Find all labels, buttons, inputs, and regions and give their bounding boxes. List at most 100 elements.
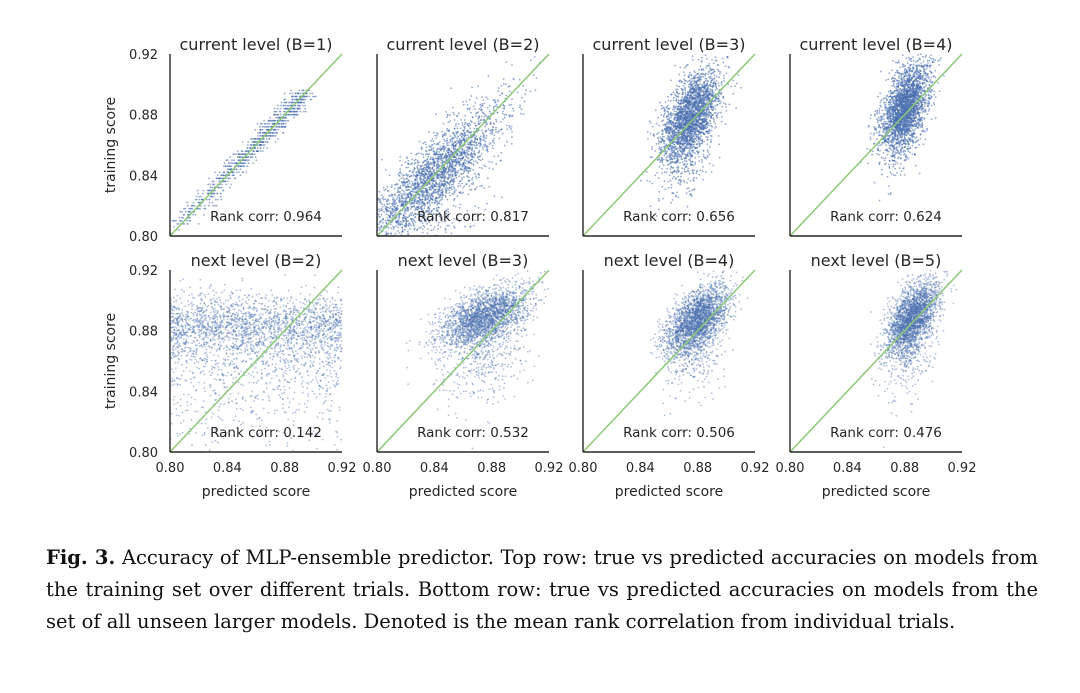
data-point: [249, 153, 251, 156]
data-point: [259, 144, 262, 146]
data-point: [709, 81, 712, 83]
rank-corr-label: Rank corr: 0.964: [210, 209, 322, 225]
data-point: [201, 198, 204, 201]
data-point: [227, 177, 230, 180]
data-point: [455, 131, 457, 134]
data-point: [428, 149, 431, 152]
data-point: [481, 167, 483, 170]
data-point: [458, 160, 460, 163]
data-point: [511, 115, 513, 118]
data-point: [442, 145, 444, 148]
data-point: [713, 127, 716, 129]
data-point: [440, 180, 442, 183]
data-point: [469, 146, 471, 149]
data-point: [662, 119, 665, 122]
data-point: [424, 143, 427, 146]
data-point: [486, 147, 489, 150]
data-point: [313, 95, 316, 98]
y-tick-label: 0.88: [129, 109, 158, 124]
data-point: [315, 95, 317, 98]
data-point: [675, 194, 678, 197]
data-point: [179, 210, 182, 213]
data-point: [440, 199, 442, 201]
data-point: [698, 138, 701, 141]
data-point: [192, 201, 195, 204]
data-point: [405, 166, 408, 169]
data-point: [426, 162, 429, 165]
data-point: [730, 85, 732, 88]
data-point: [505, 113, 508, 116]
data-point: [711, 69, 713, 72]
data-point: [441, 130, 444, 133]
data-point: [289, 92, 291, 95]
data-point: [186, 201, 189, 204]
data-point: [467, 125, 470, 128]
data-point: [413, 219, 415, 222]
data-point: [231, 174, 234, 177]
data-point: [441, 154, 443, 157]
data-point: [420, 201, 423, 204]
data-point: [420, 178, 422, 181]
data-point: [462, 137, 465, 140]
data-point: [667, 96, 669, 98]
data-point: [706, 138, 709, 141]
data-point: [242, 162, 245, 165]
data-point: [707, 156, 709, 159]
data-point: [406, 189, 409, 192]
data-point: [497, 131, 499, 134]
data-point: [722, 61, 725, 64]
data-point: [398, 174, 400, 177]
data-point: [710, 129, 713, 132]
data-point: [508, 124, 511, 127]
data-point: [402, 193, 405, 196]
data-point: [699, 169, 702, 172]
data-point: [416, 228, 419, 231]
data-point: [225, 183, 228, 186]
data-point: [393, 187, 396, 190]
data-point: [438, 200, 441, 202]
data-point: [242, 165, 245, 168]
data-point: [176, 223, 179, 225]
data-point: [678, 73, 680, 76]
data-point: [691, 132, 694, 135]
data-point: [464, 158, 467, 161]
data-point: [257, 150, 260, 153]
data-point: [486, 97, 489, 100]
data-point: [428, 201, 431, 204]
data-point: [420, 146, 423, 148]
data-point: [189, 207, 192, 210]
data-point: [670, 165, 672, 168]
data-point: [406, 230, 409, 233]
data-point: [173, 226, 175, 228]
data-point: [416, 152, 418, 155]
data-point: [262, 144, 265, 146]
data-point: [424, 187, 427, 190]
data-point: [206, 198, 208, 201]
data-point: [387, 219, 390, 222]
data-point: [291, 101, 294, 104]
data-point: [402, 177, 405, 179]
data-point: [481, 146, 484, 149]
data-point: [430, 147, 433, 149]
data-point: [484, 165, 487, 168]
data-point: [419, 168, 421, 170]
data-point: [180, 219, 183, 222]
data-point: [408, 182, 411, 185]
data-point: [493, 134, 496, 137]
data-point: [445, 140, 448, 142]
data-point: [397, 194, 400, 197]
data-point: [399, 223, 402, 226]
data-point: [400, 221, 403, 224]
data-point: [414, 215, 417, 218]
data-point: [452, 160, 455, 163]
data-point: [440, 203, 443, 206]
data-point: [444, 140, 446, 142]
data-point: [302, 104, 304, 107]
data-point: [378, 210, 381, 213]
data-point: [202, 189, 205, 192]
data-point: [213, 192, 216, 195]
data-point: [266, 147, 268, 149]
data-point: [282, 132, 285, 134]
data-point: [244, 153, 247, 156]
data-point: [701, 56, 703, 59]
